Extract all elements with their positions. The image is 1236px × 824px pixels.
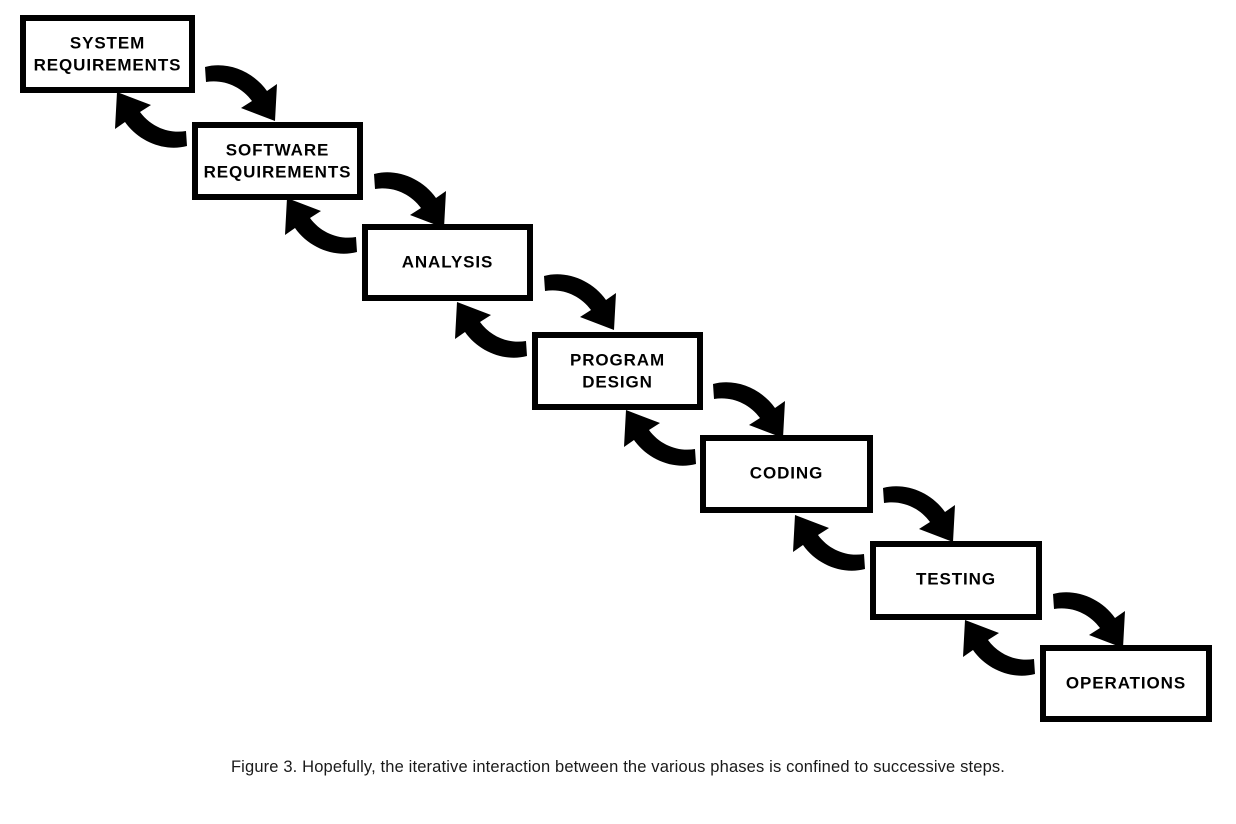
phase-box-outline xyxy=(700,435,873,513)
arrow-forward-analysis-to-design-icon xyxy=(544,274,616,330)
phase-box-outline xyxy=(1040,645,1212,722)
phase-label-line2: REQUIREMENTS xyxy=(204,162,352,181)
arrow-back-analysis-to-software-icon xyxy=(285,198,357,254)
figure-caption: Figure 3. Hopefully, the iterative inter… xyxy=(230,758,1006,776)
phase-box-outline xyxy=(870,541,1042,620)
phase-label-line2: REQUIREMENTS xyxy=(34,55,182,74)
arrow-forward-system-to-software-icon xyxy=(205,65,277,121)
arrow-back-testing-to-coding-icon xyxy=(793,515,865,571)
arrow-forward-software-to-analysis-icon xyxy=(374,172,446,228)
phase-box-outline xyxy=(532,332,703,410)
phase-box-program-design[interactable]: PROGRAM DESIGN xyxy=(532,332,703,410)
phase-box-coding[interactable]: CODING xyxy=(700,435,873,513)
arrow-back-operations-to-testing-icon xyxy=(963,620,1035,676)
phase-box-outline xyxy=(192,122,363,200)
phase-label-line1: OPERATIONS xyxy=(1066,673,1186,692)
arrow-forward-design-to-coding-icon xyxy=(713,382,785,438)
arrow-forward-testing-to-operations-icon xyxy=(1053,592,1125,648)
phase-label-line1: ANALYSIS xyxy=(402,252,494,271)
phase-box-operations[interactable]: OPERATIONS xyxy=(1040,645,1212,722)
phase-label-line1: SOFTWARE xyxy=(226,140,330,159)
phase-label-line1: CODING xyxy=(750,463,823,482)
phase-box-outline xyxy=(362,224,533,301)
phase-box-analysis[interactable]: ANALYSIS xyxy=(362,224,533,301)
phase-box-system-requirements[interactable]: SYSTEM REQUIREMENTS xyxy=(20,15,195,93)
phase-label-line1: PROGRAM xyxy=(570,350,665,369)
arrow-forward-coding-to-testing-icon xyxy=(883,486,955,542)
arrow-back-coding-to-design-icon xyxy=(624,410,696,466)
arrow-back-design-to-analysis-icon xyxy=(455,302,527,358)
phase-label-line2: DESIGN xyxy=(582,372,653,391)
phase-box-outline xyxy=(20,15,195,93)
arrow-back-software-to-system-icon xyxy=(115,92,187,148)
phase-box-software-requirements[interactable]: SOFTWARE REQUIREMENTS xyxy=(192,122,363,200)
phase-label-line1: TESTING xyxy=(916,569,996,588)
phase-label-line1: SYSTEM xyxy=(70,33,145,52)
phase-box-testing[interactable]: TESTING xyxy=(870,541,1042,620)
